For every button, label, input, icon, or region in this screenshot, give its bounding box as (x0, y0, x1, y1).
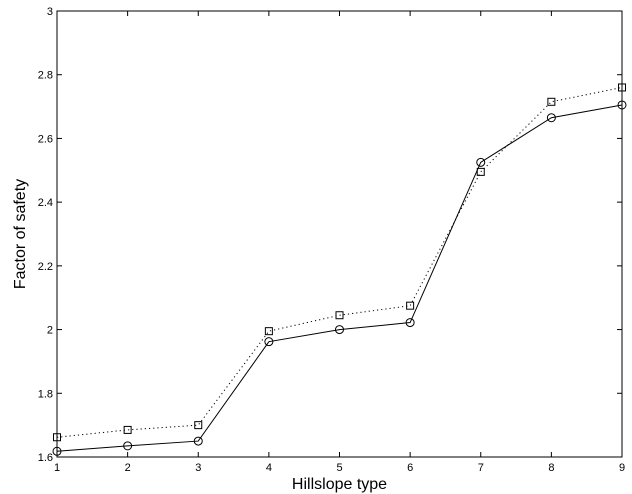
x-tick-label: 2 (125, 462, 131, 474)
square-marker (476, 167, 485, 176)
square-marker (123, 425, 132, 434)
plot-frame (56, 10, 623, 458)
x-tick-label: 4 (266, 462, 272, 474)
circle-marker (52, 446, 62, 456)
y-tick-label: 2.8 (38, 70, 53, 82)
circle-marker (264, 337, 274, 347)
square-marker (335, 311, 344, 320)
y-tick-label: 2.6 (38, 133, 53, 145)
series-2 (52, 100, 627, 456)
x-tick-label: 9 (619, 462, 625, 474)
square-marker (406, 301, 415, 310)
x-tick-labels: 1 2 3 4 5 6 7 8 9 (54, 462, 625, 474)
series-1 (53, 83, 626, 442)
x-tick-label: 5 (336, 462, 342, 474)
square-marker (53, 433, 61, 442)
square-marker (618, 83, 626, 92)
square-marker (264, 327, 273, 336)
series-line (56, 86, 623, 438)
y-tick-label: 2 (47, 325, 53, 337)
x-tick-label: 8 (548, 462, 554, 474)
circle-marker (193, 436, 203, 446)
y-axis-label: Factor of safety (12, 179, 29, 289)
series-line (56, 104, 623, 452)
circle-marker (123, 441, 133, 451)
square-marker (194, 421, 203, 430)
circle-marker (335, 325, 344, 335)
y-tick-label: 1.6 (38, 452, 53, 464)
y-tick-label: 2.2 (38, 261, 53, 273)
x-tick-label: 6 (407, 462, 413, 474)
square-marker (547, 97, 556, 106)
circle-marker (405, 318, 415, 328)
y-tick-label: 3 (47, 6, 53, 18)
axis-ticks (56, 10, 623, 458)
x-tick-label: 1 (54, 462, 60, 474)
y-tick-label: 1.8 (38, 388, 53, 400)
x-tick-label: 3 (195, 462, 201, 474)
circle-marker (617, 100, 627, 110)
circle-marker (546, 113, 556, 123)
y-tick-label: 2.4 (38, 197, 53, 209)
series-layer (52, 83, 627, 456)
y-tick-labels: 1.6 1.8 2 2.2 2.4 2.6 2.8 3 (38, 6, 53, 464)
circle-marker (476, 157, 486, 167)
x-axis-label: Hillslope type (292, 476, 387, 493)
x-tick-label: 7 (478, 462, 484, 474)
